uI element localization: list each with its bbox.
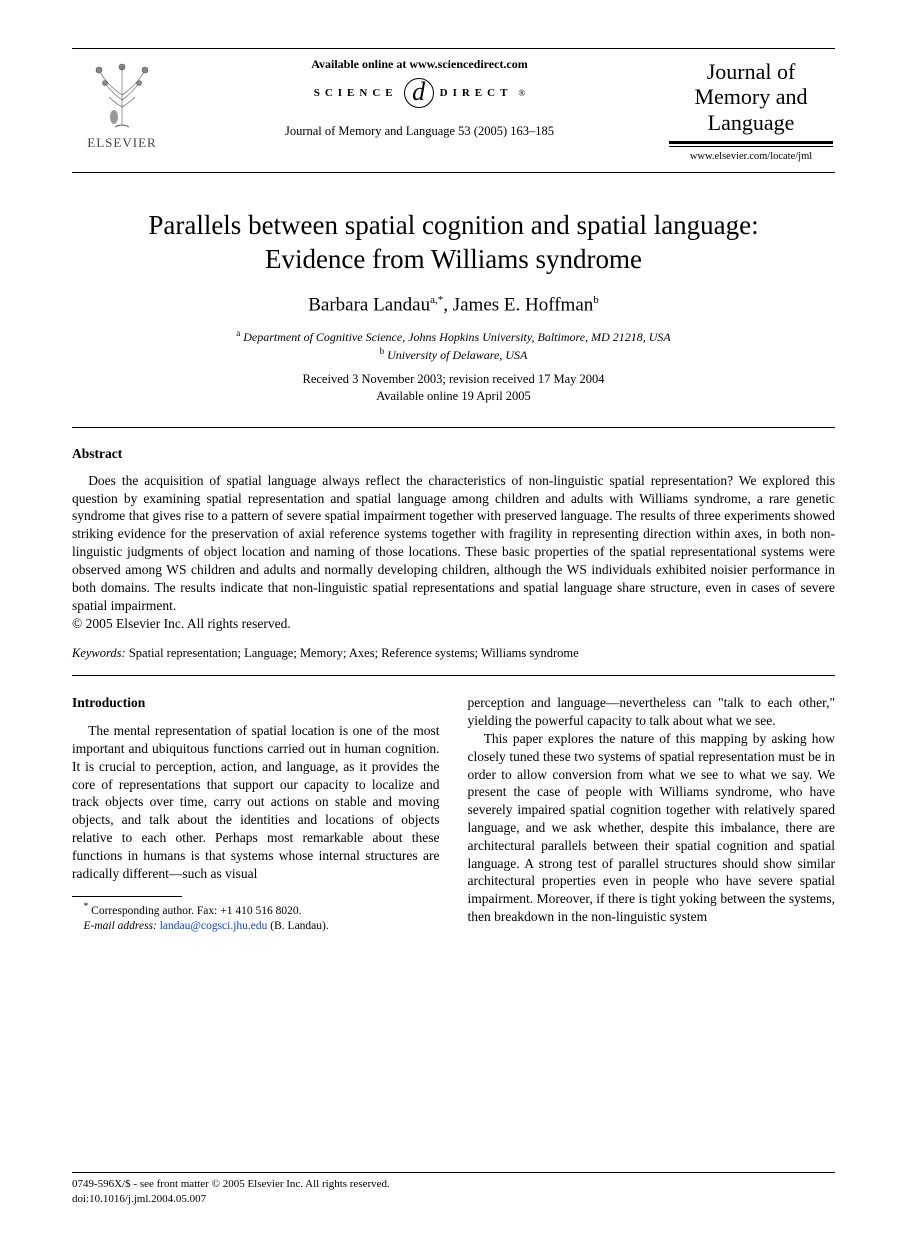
introduction-heading: Introduction <box>72 694 440 712</box>
footer-rule <box>72 1172 835 1173</box>
intro-col1-p1: The mental representation of spatial loc… <box>72 722 440 882</box>
authors: Barbara Landaua,*, James E. Hoffmanb <box>72 294 835 316</box>
affil-b: University of Delaware, USA <box>387 348 527 362</box>
column-left: Introduction The mental representation o… <box>72 694 440 934</box>
corresponding-footnote: * Corresponding author. Fax: +1 410 516 … <box>72 901 440 934</box>
dates-line1: Received 3 November 2003; revision recei… <box>303 372 605 386</box>
article-title: Parallels between spatial cognition and … <box>72 209 835 277</box>
affil-b-marker: b <box>380 346 385 356</box>
footnote-email-tail: (B. Landau). <box>270 920 328 932</box>
journal-title-box: Journal of Memory and Language www.elsev… <box>667 55 835 166</box>
intro-col2-p2: This paper explores the nature of this m… <box>468 730 836 926</box>
journal-header: ELSEVIER Available online at www.science… <box>72 48 835 173</box>
footnote-marker: * <box>84 901 89 912</box>
sd-d-icon: d <box>404 78 434 108</box>
intro-col2-p1: perception and language—nevertheless can… <box>468 694 836 730</box>
article-title-line1: Parallels between spatial cognition and … <box>148 210 758 240</box>
footer-line2: doi:10.1016/j.jml.2004.05.007 <box>72 1192 835 1206</box>
footnote-corr-text: Corresponding author. Fax: +1 410 516 80… <box>91 905 301 917</box>
sciencedirect-logo: SCIENCE d DIRECT ® <box>172 78 667 108</box>
sd-text-left: SCIENCE <box>314 87 398 99</box>
keywords-line: Keywords: Spatial representation; Langua… <box>72 646 835 661</box>
keywords-text: Spatial representation; Language; Memory… <box>129 646 579 660</box>
citation-line: Journal of Memory and Language 53 (2005)… <box>172 124 667 139</box>
page-footer: 0749-596X/$ - see front matter © 2005 El… <box>72 1172 835 1206</box>
elsevier-tree-icon <box>87 55 157 133</box>
article-title-line2: Evidence from Williams syndrome <box>265 244 642 274</box>
abstract-copyright: © 2005 Elsevier Inc. All rights reserved… <box>72 616 835 632</box>
footer-line1: 0749-596X/$ - see front matter © 2005 El… <box>72 1177 835 1191</box>
footnote-email-label: E-mail address: <box>84 920 157 932</box>
available-online-text: Available online at www.sciencedirect.co… <box>172 57 667 72</box>
journal-rule-thin <box>669 146 833 147</box>
journal-title-line2: Memory and <box>694 84 807 109</box>
affil-a: Department of Cognitive Science, Johns H… <box>243 330 670 344</box>
publisher-logo-block: ELSEVIER <box>72 55 172 151</box>
journal-title: Journal of Memory and Language <box>669 59 833 135</box>
author-2: James E. Hoffman <box>453 295 594 316</box>
journal-title-line3: Language <box>708 110 795 135</box>
affil-a-marker: a <box>236 328 240 338</box>
keywords-label: Keywords: <box>72 646 126 660</box>
rule-below-keywords <box>72 675 835 676</box>
body-columns: Introduction The mental representation o… <box>72 694 835 934</box>
journal-title-line1: Journal of <box>707 59 796 84</box>
journal-rule-thick <box>669 141 833 144</box>
affiliations: a Department of Cognitive Science, Johns… <box>72 327 835 363</box>
dates-line2: Available online 19 April 2005 <box>376 389 531 403</box>
footnote-email[interactable]: landau@cogsci.jhu.edu <box>160 920 268 932</box>
article-dates: Received 3 November 2003; revision recei… <box>72 371 835 405</box>
publisher-name: ELSEVIER <box>72 135 172 151</box>
author-1-affil-marker: a,* <box>430 294 443 306</box>
footnote-rule <box>72 896 182 897</box>
author-1: Barbara Landau <box>308 295 430 316</box>
sd-text-right: DIRECT <box>440 87 513 99</box>
abstract-heading: Abstract <box>72 446 835 462</box>
registered-mark-icon: ® <box>518 88 525 98</box>
rule-above-abstract <box>72 427 835 428</box>
header-center: Available online at www.sciencedirect.co… <box>172 55 667 139</box>
journal-url: www.elsevier.com/locate/jml <box>669 151 833 162</box>
column-right: perception and language—nevertheless can… <box>468 694 836 934</box>
author-2-affil-marker: b <box>593 294 599 306</box>
abstract-body: Does the acquisition of spatial language… <box>72 472 835 615</box>
